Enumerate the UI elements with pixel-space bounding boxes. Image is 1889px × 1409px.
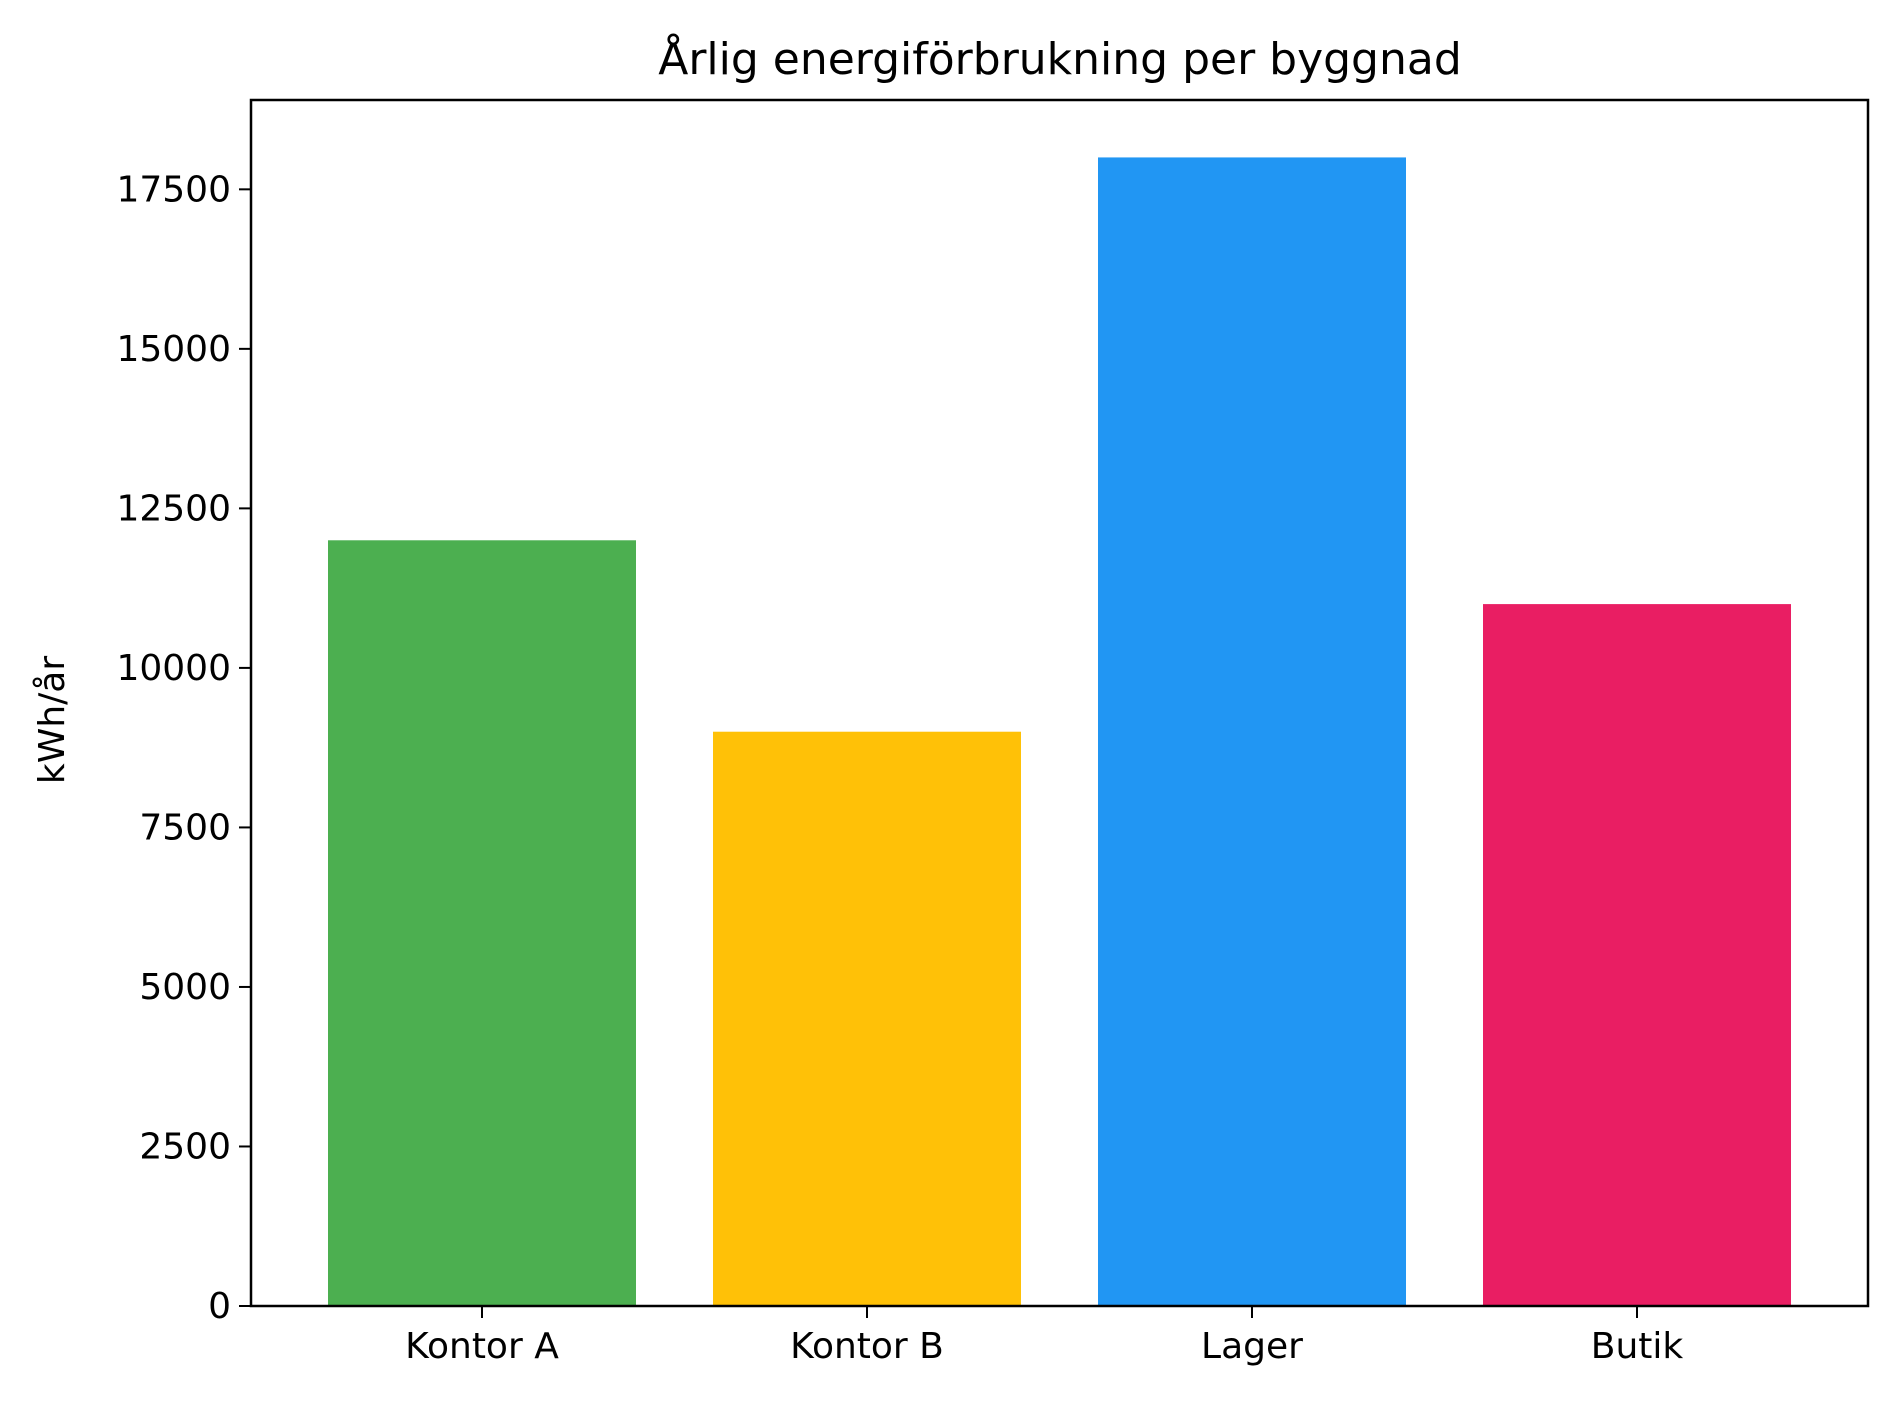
y-tick-label: 15000 [116,329,231,370]
x-tick-label: Lager [1201,1326,1303,1367]
plot-frame [249,98,1870,1308]
y-tick-label: 12500 [116,488,231,529]
x-tick-label: Kontor A [405,1326,559,1367]
y-tick-label: 7500 [139,807,231,848]
y-axis-ticks: 0 2500 5000 7500 10000 12500 15000 17500 [116,169,251,1327]
y-tick-label: 2500 [139,1126,231,1167]
y-tick-label: 10000 [116,648,231,689]
bars-layer [328,157,1791,1306]
x-tick-label: Butik [1591,1326,1684,1367]
x-tick-label: Kontor B [790,1326,944,1367]
bar-butik [1483,604,1791,1306]
bar-kontor-b [713,731,1021,1306]
bar-lager [1098,157,1406,1306]
y-tick-label: 5000 [139,967,231,1008]
x-axis-ticks: Kontor A Kontor B Lager Butik [405,1306,1683,1367]
y-tick-label: 17500 [116,169,231,210]
y-tick-label: 0 [208,1286,231,1327]
chart-title: Årlig energiförbrukning per byggnad [658,32,1462,85]
bar-kontor-a [328,540,636,1306]
y-axis-label: kWh/år [32,656,73,784]
